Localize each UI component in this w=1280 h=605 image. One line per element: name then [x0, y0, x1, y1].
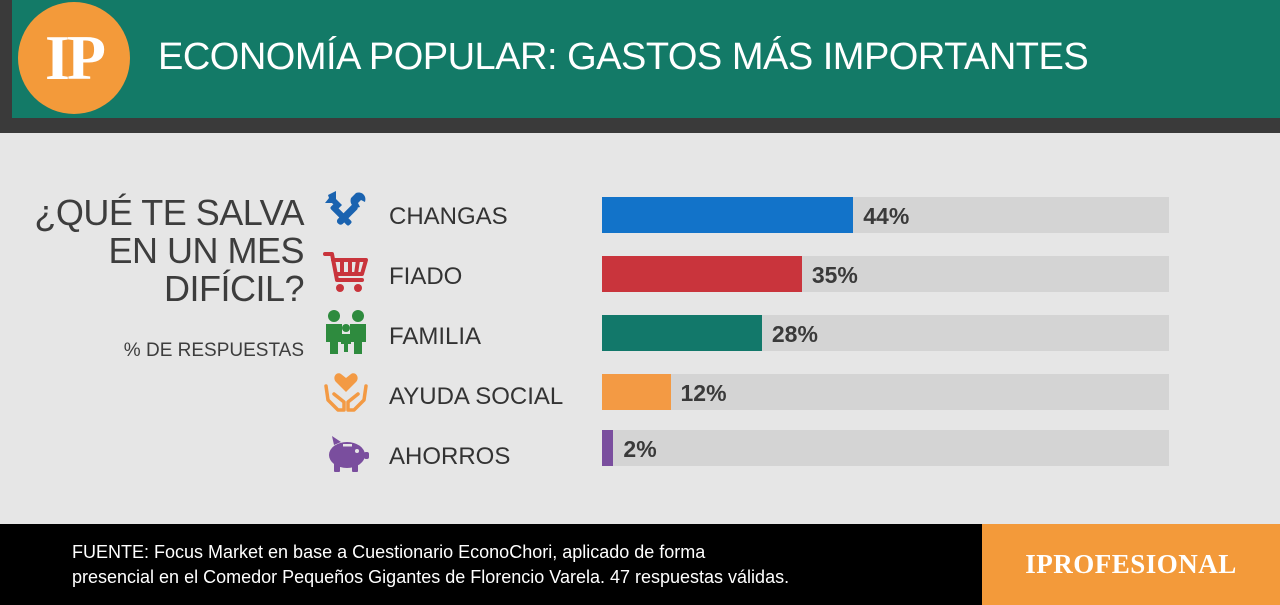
family-icon: [326, 310, 366, 354]
header-band: [0, 118, 1280, 133]
bar-ayuda-social: [602, 374, 671, 410]
page-title: ECONOMÍA POPULAR: GASTOS MÁS IMPORTANTES: [158, 36, 1089, 78]
question-title: ¿QUÉ TE SALVA EN UN MES DIFÍCIL?: [34, 194, 304, 308]
question-line-1: ¿QUÉ TE SALVA: [34, 192, 304, 233]
category-label-fiado: FIADO: [389, 263, 463, 290]
bar-familia: [602, 315, 762, 351]
value-label-fiado: 35%: [811, 262, 858, 288]
source-line-2: presencial en el Comedor Pequeños Gigant…: [72, 567, 790, 587]
bar-track: [602, 430, 1169, 466]
ip-logo: IP: [18, 2, 130, 114]
header-bar: [0, 0, 1280, 118]
piggy-bank-icon: [329, 436, 369, 472]
source-line-1: FUENTE: Focus Market en base a Cuestiona…: [72, 542, 706, 562]
value-label-familia: 28%: [771, 321, 818, 347]
chart-subtitle: % DE RESPUESTAS: [123, 340, 304, 361]
question-line-2: EN UN MES: [108, 230, 304, 271]
category-label-familia: FAMILIA: [389, 323, 482, 350]
question-line-3: DIFÍCIL?: [163, 268, 305, 309]
bar-track: [602, 374, 1169, 410]
shopping-cart-icon: [323, 252, 368, 292]
category-label-changas: CHANGAS: [389, 203, 508, 230]
bar-ahorros: [602, 430, 614, 466]
tools-icon: [325, 191, 366, 226]
bar-changas: [602, 197, 854, 233]
helping-hands-heart-icon: [324, 373, 368, 412]
bar-fiado: [602, 256, 802, 292]
category-label-ahorros: AHORROS: [389, 443, 511, 470]
value-label-ayuda-social: 12%: [680, 380, 727, 406]
category-label-ayuda-social: AYUDA SOCIAL: [389, 383, 564, 410]
source-note: FUENTE: Focus Market en base a Cuestiona…: [72, 540, 789, 590]
value-label-ahorros: 2%: [623, 436, 657, 462]
brand-logo: IPROFESIONAL: [982, 524, 1280, 605]
value-label-changas: 44%: [863, 203, 910, 229]
